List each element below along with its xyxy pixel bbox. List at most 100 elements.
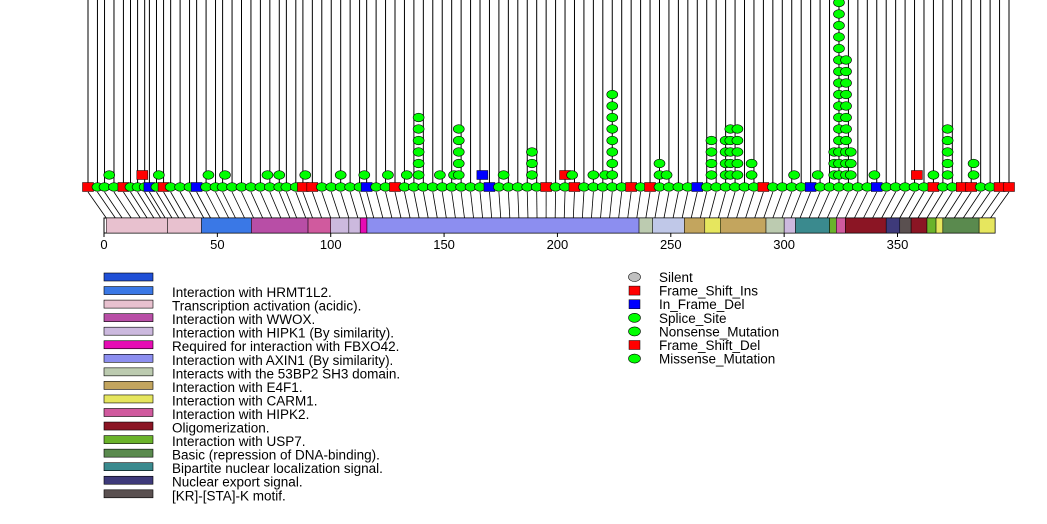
stacked-mutation-marker <box>412 135 425 146</box>
position-connector <box>654 191 660 219</box>
position-connector <box>507 191 511 219</box>
position-connector <box>854 191 868 219</box>
mutation-type-swatch <box>628 272 641 282</box>
position-connector <box>772 191 783 219</box>
region-label: Interaction with HRMT1L2. <box>172 285 332 300</box>
domain-segment <box>167 217 202 234</box>
region-label: Interaction with CARM1. <box>172 393 318 408</box>
region-swatch <box>103 408 154 417</box>
position-connector <box>745 191 755 219</box>
position-connector <box>627 191 632 219</box>
position-connector <box>817 191 830 219</box>
position-connector <box>311 191 323 219</box>
stacked-mutation-marker <box>788 170 800 180</box>
stacked-mutation-marker <box>273 170 286 180</box>
position-connector <box>708 191 717 219</box>
position-connector <box>260 191 273 219</box>
position-connector <box>981 191 1000 219</box>
stacked-mutation-marker <box>606 135 619 146</box>
stacked-mutation-marker <box>840 101 852 111</box>
x-axis: 0 50 100 150 200 250 300 350 <box>100 233 908 252</box>
stacked-mutation-marker <box>412 112 425 123</box>
region-label: Transcription activation (acidic). <box>172 299 361 314</box>
x-tick-label: 250 <box>660 237 682 252</box>
position-connector <box>241 191 254 219</box>
stacked-mutation-marker <box>606 170 619 180</box>
stacked-mutation-marker <box>833 0 845 8</box>
stacked-mutation-marker <box>452 170 465 180</box>
position-connector <box>170 191 186 219</box>
position-connector <box>781 191 793 219</box>
stacked-mutation-marker <box>434 170 446 180</box>
position-connector <box>609 191 613 219</box>
stacked-mutation-marker <box>731 158 744 169</box>
stacked-mutation-marker <box>840 66 852 77</box>
domain-segment <box>307 217 331 234</box>
region-label: Interacts with the 53BP2 SH3 domain. <box>172 366 400 381</box>
position-connector <box>321 191 332 219</box>
stacked-mutation-marker <box>833 32 845 42</box>
stacked-mutation-marker <box>606 89 619 100</box>
stacked-mutation-marker <box>452 135 465 146</box>
stacked-mutation-markers <box>103 0 980 180</box>
position-connector <box>890 191 906 219</box>
stacked-mutation-marker <box>840 112 852 123</box>
stacked-mutation-marker <box>844 158 857 169</box>
position-connector <box>250 191 264 219</box>
stacked-mutation-marker <box>606 147 619 157</box>
position-connector <box>498 191 502 219</box>
mutation-type-label: In_Frame_Del <box>659 297 745 312</box>
position-connector <box>935 191 953 219</box>
position-connector <box>470 191 474 219</box>
position-connector <box>156 191 173 219</box>
mutation-type-label: Splice_Site <box>659 311 727 326</box>
domain-segment <box>106 217 168 234</box>
stacked-mutation-marker <box>412 170 425 180</box>
mutation-stems <box>87 0 1010 187</box>
position-connector <box>97 191 116 219</box>
stacked-mutation-marker <box>941 147 954 157</box>
position-connector <box>149 191 166 219</box>
stacked-mutation-marker <box>840 55 852 65</box>
position-connector <box>302 191 313 219</box>
domain-segment <box>910 217 928 234</box>
position-connector <box>727 191 736 219</box>
region-swatch <box>103 475 154 485</box>
position-connector <box>359 191 368 219</box>
domain-segment <box>720 217 767 234</box>
stacked-mutation-marker <box>526 170 538 180</box>
stacked-mutation-marker <box>412 158 425 169</box>
position-connector <box>413 191 420 219</box>
mutation-type-label: Nonsense_Mutation <box>659 324 779 339</box>
stacked-mutation-marker <box>941 135 954 146</box>
position-connector <box>845 191 859 219</box>
position-connector <box>196 191 211 219</box>
stacked-mutation-marker <box>844 170 857 180</box>
region-label: Basic (repression of DNA-binding). <box>172 448 380 463</box>
position-connector <box>672 191 679 219</box>
region-label: Interaction with HIPK1 (By similarity). <box>172 326 394 341</box>
stacked-mutation-marker <box>334 170 347 180</box>
position-connector <box>690 191 698 219</box>
position-connector <box>137 191 155 219</box>
position-connector <box>600 191 604 219</box>
position-connector <box>736 191 745 219</box>
domain-segment <box>652 217 685 234</box>
region-label: [KR]-[STA]-K motif. <box>172 488 286 503</box>
stacked-mutation-marker <box>745 158 758 169</box>
position-connector <box>944 191 963 219</box>
stacked-mutation-marker <box>840 89 852 100</box>
position-connector <box>526 191 529 219</box>
position-connector <box>269 191 282 219</box>
region-swatch <box>103 313 154 322</box>
stacked-mutation-marker <box>606 124 619 134</box>
stacked-mutation-marker <box>412 124 425 134</box>
mutation-type-swatch <box>628 312 641 323</box>
domain-segment <box>978 217 996 234</box>
region-swatch <box>103 489 154 499</box>
stacked-mutation-marker <box>452 124 465 134</box>
position-connector <box>917 191 934 219</box>
stacked-mutation-marker <box>927 170 940 180</box>
position-connector <box>572 191 575 219</box>
position-connector <box>340 191 350 219</box>
